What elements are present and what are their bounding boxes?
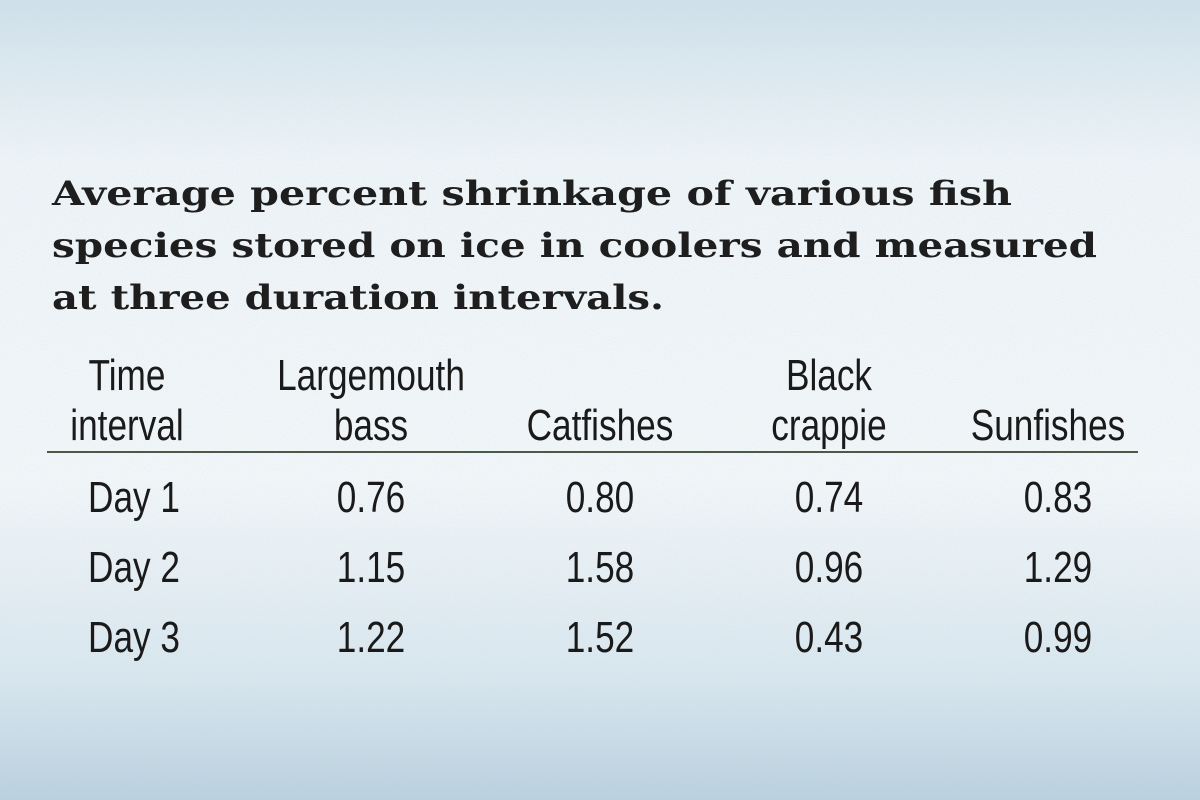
table-cell: 0.74 — [795, 473, 863, 522]
table-cell: 1.52 — [566, 613, 634, 662]
column-header: Catfishes — [527, 401, 674, 450]
table-cell: 0.99 — [1024, 613, 1092, 662]
title-line: Average percent shrinkage of various fis… — [51, 174, 1012, 214]
table-cell: 0.80 — [566, 473, 634, 522]
column-header: Time — [89, 351, 166, 400]
table-cell: 0.96 — [795, 543, 863, 592]
content: Average percent shrinkage of various fis… — [51, 174, 1125, 662]
row-label: Day 3 — [88, 613, 180, 662]
table-cell: 0.83 — [1024, 473, 1092, 522]
table-cell: 1.58 — [566, 543, 634, 592]
row-label: Day 2 — [88, 543, 180, 592]
title-line: at three duration intervals. — [52, 278, 664, 318]
column-header: crappie — [771, 401, 886, 450]
table-cell: 0.76 — [337, 473, 405, 522]
row-label: Day 1 — [88, 473, 180, 522]
table-cell: 1.15 — [337, 543, 405, 592]
title-line: species stored on ice in coolers and mea… — [52, 226, 1097, 266]
column-header: Sunfishes — [971, 401, 1126, 450]
column-header: Largemouth — [277, 351, 465, 400]
column-header: interval — [70, 401, 183, 450]
table-cell: 0.43 — [795, 613, 863, 662]
column-header: bass — [334, 401, 408, 450]
column-header: Black — [786, 351, 872, 400]
table-cell: 1.29 — [1024, 543, 1092, 592]
table-cell: 1.22 — [337, 613, 405, 662]
